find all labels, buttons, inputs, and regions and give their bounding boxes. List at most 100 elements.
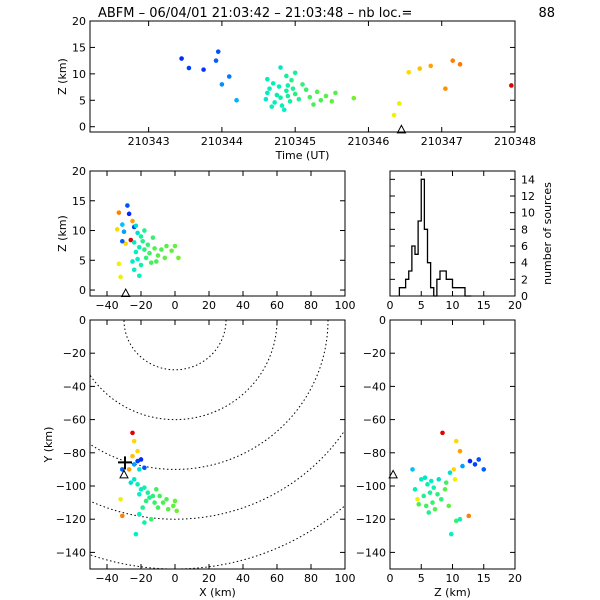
source-point bbox=[263, 96, 269, 102]
source-point bbox=[130, 453, 135, 459]
source-point bbox=[135, 230, 140, 236]
source-point bbox=[148, 516, 154, 522]
y-tick-label: 15 bbox=[72, 195, 86, 208]
source-point bbox=[435, 492, 440, 497]
source-point bbox=[285, 93, 291, 99]
source-point bbox=[447, 470, 453, 476]
source-point bbox=[481, 467, 487, 472]
x-tick-label: 5 bbox=[418, 299, 425, 312]
source-point bbox=[422, 475, 428, 481]
source-point bbox=[418, 477, 424, 482]
source-point bbox=[171, 503, 176, 509]
x-tick-label: 210345 bbox=[274, 135, 316, 148]
source-point bbox=[142, 485, 147, 490]
source-point bbox=[159, 247, 164, 252]
x-tick-label: 60 bbox=[270, 572, 284, 585]
y-tick-label: 5 bbox=[79, 94, 86, 107]
source-point bbox=[292, 70, 298, 76]
y-tick-label: −140 bbox=[356, 546, 386, 559]
source-point bbox=[467, 458, 473, 464]
source-point bbox=[351, 95, 357, 101]
y-tick-label: 20 bbox=[72, 15, 86, 28]
source-point bbox=[451, 467, 457, 472]
source-point bbox=[133, 223, 139, 229]
x-tick-label: 80 bbox=[304, 299, 318, 312]
source-point bbox=[410, 467, 415, 472]
y-tick-label: −40 bbox=[63, 380, 86, 393]
source-point bbox=[296, 96, 302, 102]
x-tick-label: 60 bbox=[270, 299, 284, 312]
source-point bbox=[443, 480, 449, 485]
source-point bbox=[131, 438, 137, 444]
source-point bbox=[140, 238, 145, 244]
source-point bbox=[137, 492, 142, 497]
source-point bbox=[267, 86, 272, 91]
source-point bbox=[118, 496, 123, 502]
station-triangle-icon bbox=[388, 469, 398, 479]
source-point bbox=[128, 237, 134, 243]
source-point bbox=[436, 477, 442, 482]
source-point bbox=[138, 487, 144, 492]
source-point bbox=[131, 462, 137, 467]
source-point bbox=[300, 82, 305, 87]
source-point bbox=[130, 430, 135, 436]
source-point bbox=[442, 487, 448, 492]
station-triangle-icon bbox=[396, 124, 407, 134]
source-point bbox=[150, 235, 156, 240]
x-axis-label: Time (UT) bbox=[275, 149, 330, 162]
source-point bbox=[234, 97, 239, 103]
x-tick-label: 210346 bbox=[347, 135, 389, 148]
source-point bbox=[201, 67, 206, 72]
source-point bbox=[120, 222, 125, 227]
y-tick-label: 0 bbox=[521, 290, 528, 303]
source-point bbox=[448, 531, 454, 537]
source-point bbox=[154, 259, 159, 264]
source-point bbox=[135, 482, 140, 487]
source-point bbox=[148, 260, 154, 265]
source-point bbox=[323, 93, 329, 99]
y-tick-label: 10 bbox=[72, 225, 86, 238]
x-tick-label: 5 bbox=[418, 572, 425, 585]
x-tick-label: 0 bbox=[172, 572, 179, 585]
source-point bbox=[147, 495, 152, 500]
source-point bbox=[174, 508, 179, 514]
source-point bbox=[126, 467, 132, 472]
y-tick-label: 8 bbox=[521, 223, 528, 236]
source-point bbox=[406, 69, 412, 75]
source-point bbox=[428, 63, 434, 69]
source-point bbox=[396, 101, 402, 106]
source-point bbox=[457, 448, 463, 454]
source-point bbox=[123, 241, 128, 246]
source-point bbox=[303, 87, 309, 93]
x-tick-label: 100 bbox=[335, 572, 356, 585]
location-count: 88 bbox=[538, 6, 555, 21]
source-point bbox=[460, 463, 465, 469]
panel-frame-3 bbox=[89, 319, 346, 570]
source-point bbox=[155, 505, 161, 510]
y-tick-label: −80 bbox=[363, 447, 386, 460]
source-point bbox=[169, 248, 174, 254]
source-point bbox=[152, 500, 157, 505]
source-point bbox=[160, 500, 166, 505]
histogram-line bbox=[398, 178, 472, 297]
y-tick-label: −40 bbox=[363, 380, 386, 393]
y-tick-label: 0 bbox=[79, 121, 86, 134]
source-point bbox=[311, 102, 316, 107]
source-point bbox=[432, 506, 438, 512]
range-ring bbox=[90, 320, 329, 470]
source-point bbox=[446, 503, 452, 509]
source-point bbox=[440, 430, 445, 436]
source-point bbox=[143, 255, 149, 261]
y-axis-label: Z (km) bbox=[56, 215, 69, 252]
source-point bbox=[443, 86, 448, 91]
y-tick-label: 15 bbox=[72, 41, 86, 54]
chart-title: ABFM – 06/04/01 21:03:42 – 21:03:48 – nb… bbox=[98, 6, 412, 21]
source-point bbox=[126, 211, 132, 217]
y-tick-label: 12 bbox=[521, 190, 535, 203]
y-axis-label: Y (km) bbox=[42, 427, 55, 464]
x-tick-label: 0 bbox=[387, 299, 394, 312]
source-point bbox=[333, 90, 338, 96]
source-point bbox=[452, 477, 458, 482]
y-tick-label: 0 bbox=[79, 314, 86, 327]
source-point bbox=[272, 100, 277, 105]
